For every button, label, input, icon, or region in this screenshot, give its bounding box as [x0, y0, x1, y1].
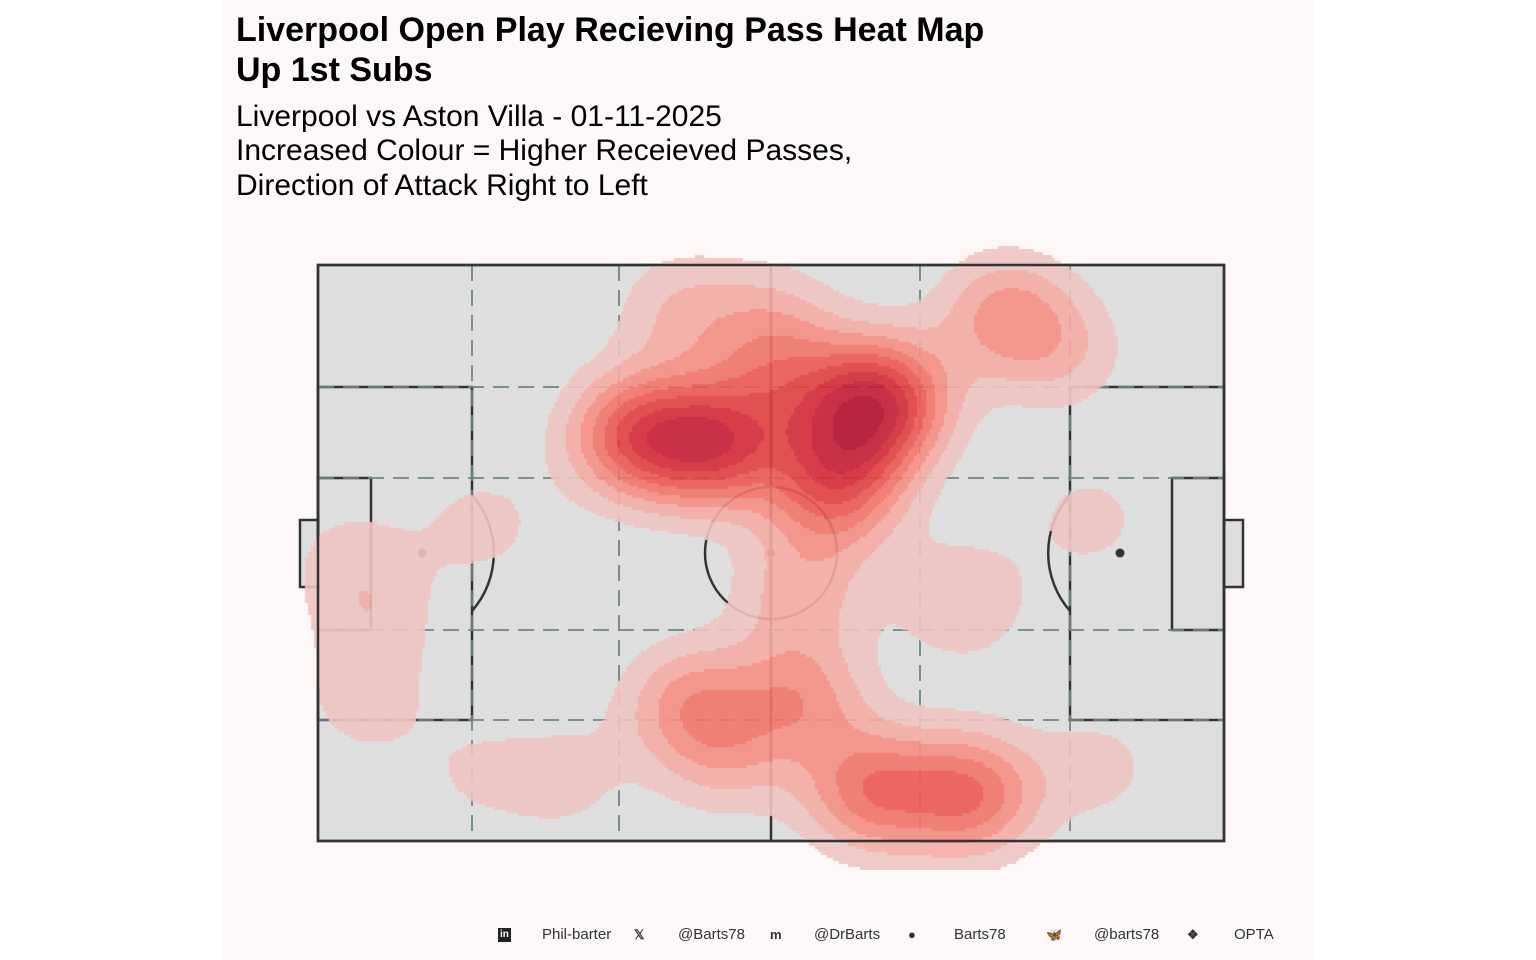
pitch-outline	[316, 263, 1226, 843]
github-icon: ●	[908, 927, 916, 942]
goal-right	[1222, 518, 1245, 589]
chart-title-line-1: Liverpool Open Play Recieving Pass Heat …	[236, 11, 985, 49]
mastodon-icon: m	[770, 927, 782, 942]
pitch-heatmap	[290, 240, 1245, 870]
subtitle-line-3: Direction of Attack Right to Left	[236, 169, 648, 202]
chart-title-line-2: Up 1st Subs	[236, 51, 433, 89]
x-twitter-icon: 𝕏	[634, 927, 645, 942]
footer-label: Barts78	[954, 926, 1006, 943]
footer-credits: in Phil-barter 𝕏 @Barts78 m @DrBarts ● Barts78 🦋…	[0, 925, 1536, 947]
footer-label: @Barts78	[678, 926, 745, 943]
footer-label: @barts78	[1094, 926, 1160, 943]
linkedin-icon: in	[498, 928, 511, 942]
bluesky-butterfly-icon: 🦋	[1046, 927, 1063, 942]
subtitle-line-2: Increased Colour = Higher Receieved Pass…	[236, 134, 853, 167]
subtitle-line-1: Liverpool vs Aston Villa - 01-11-2025	[236, 100, 722, 133]
footer-label: @DrBarts	[814, 926, 881, 943]
footer-label: OPTA	[1234, 926, 1274, 943]
footer-label: Phil-barter	[542, 926, 612, 943]
dropbox-icon: ❖	[1187, 927, 1199, 942]
density-layer	[290, 240, 1170, 870]
